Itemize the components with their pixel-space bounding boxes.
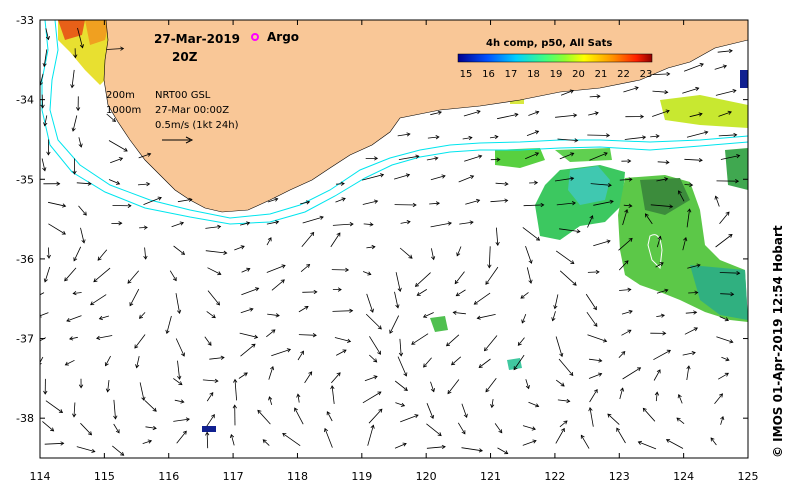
x-tick-label: 124	[673, 470, 694, 483]
current-arrow	[688, 293, 698, 294]
legend-tick-label: 16	[482, 69, 495, 80]
info-line-2: 27-Mar 00:00Z	[155, 105, 229, 116]
x-tick-label: 119	[351, 470, 372, 483]
y-tick-label: -33	[16, 14, 34, 27]
legend-tick-label: 15	[460, 69, 473, 80]
x-tick-label: 121	[480, 470, 501, 483]
x-tick-label: 120	[416, 470, 437, 483]
legend-title: 4h comp, p50, All Sats	[486, 38, 612, 49]
x-tick-label: 117	[223, 470, 244, 483]
current-arrow	[42, 95, 43, 108]
y-tick-label: -35	[16, 173, 34, 186]
legend-tick-label: 22	[617, 69, 630, 80]
legend-tick-label: 20	[572, 69, 585, 80]
x-tick-label: 123	[609, 470, 630, 483]
sst-colorbar	[458, 54, 652, 62]
info-line-3: 0.5m/s (1kt 24h)	[155, 120, 239, 131]
legend-tick-label: 19	[550, 69, 563, 80]
y-tick-label: -36	[16, 253, 34, 266]
depth-label-1000: 1000m	[106, 105, 141, 116]
x-tick-label: 116	[158, 470, 179, 483]
y-tick-label: -37	[16, 333, 34, 346]
credit-text: © IMOS 01-Apr-2019 12:54 Hobart	[771, 225, 785, 458]
y-tick-label: -34	[16, 94, 34, 107]
x-tick-label: 125	[738, 470, 759, 483]
x-tick-label: 122	[544, 470, 565, 483]
legend-ticks: 15 16 17 18 19 20 21 22 23	[460, 69, 653, 80]
time-title: 20Z	[172, 50, 198, 64]
x-tick-label: 118	[287, 470, 308, 483]
current-arrow	[588, 272, 599, 273]
x-tick-label: 115	[94, 470, 115, 483]
current-arrow-head	[32, 296, 36, 299]
legend-tick-label: 18	[527, 69, 540, 80]
y-tick-label: -38	[16, 412, 34, 425]
depth-label-200: 200m	[106, 90, 135, 101]
legend-tick-label: 21	[595, 69, 608, 80]
info-line-1: NRT00 GSL	[155, 90, 211, 101]
x-tick-label: 114	[30, 470, 51, 483]
legend-tick-label: 17	[505, 69, 518, 80]
argo-label: Argo	[267, 30, 299, 44]
legend-tick-label: 23	[640, 69, 653, 80]
date-title: 27-Mar-2019	[154, 32, 240, 46]
current-arrow	[587, 135, 609, 136]
